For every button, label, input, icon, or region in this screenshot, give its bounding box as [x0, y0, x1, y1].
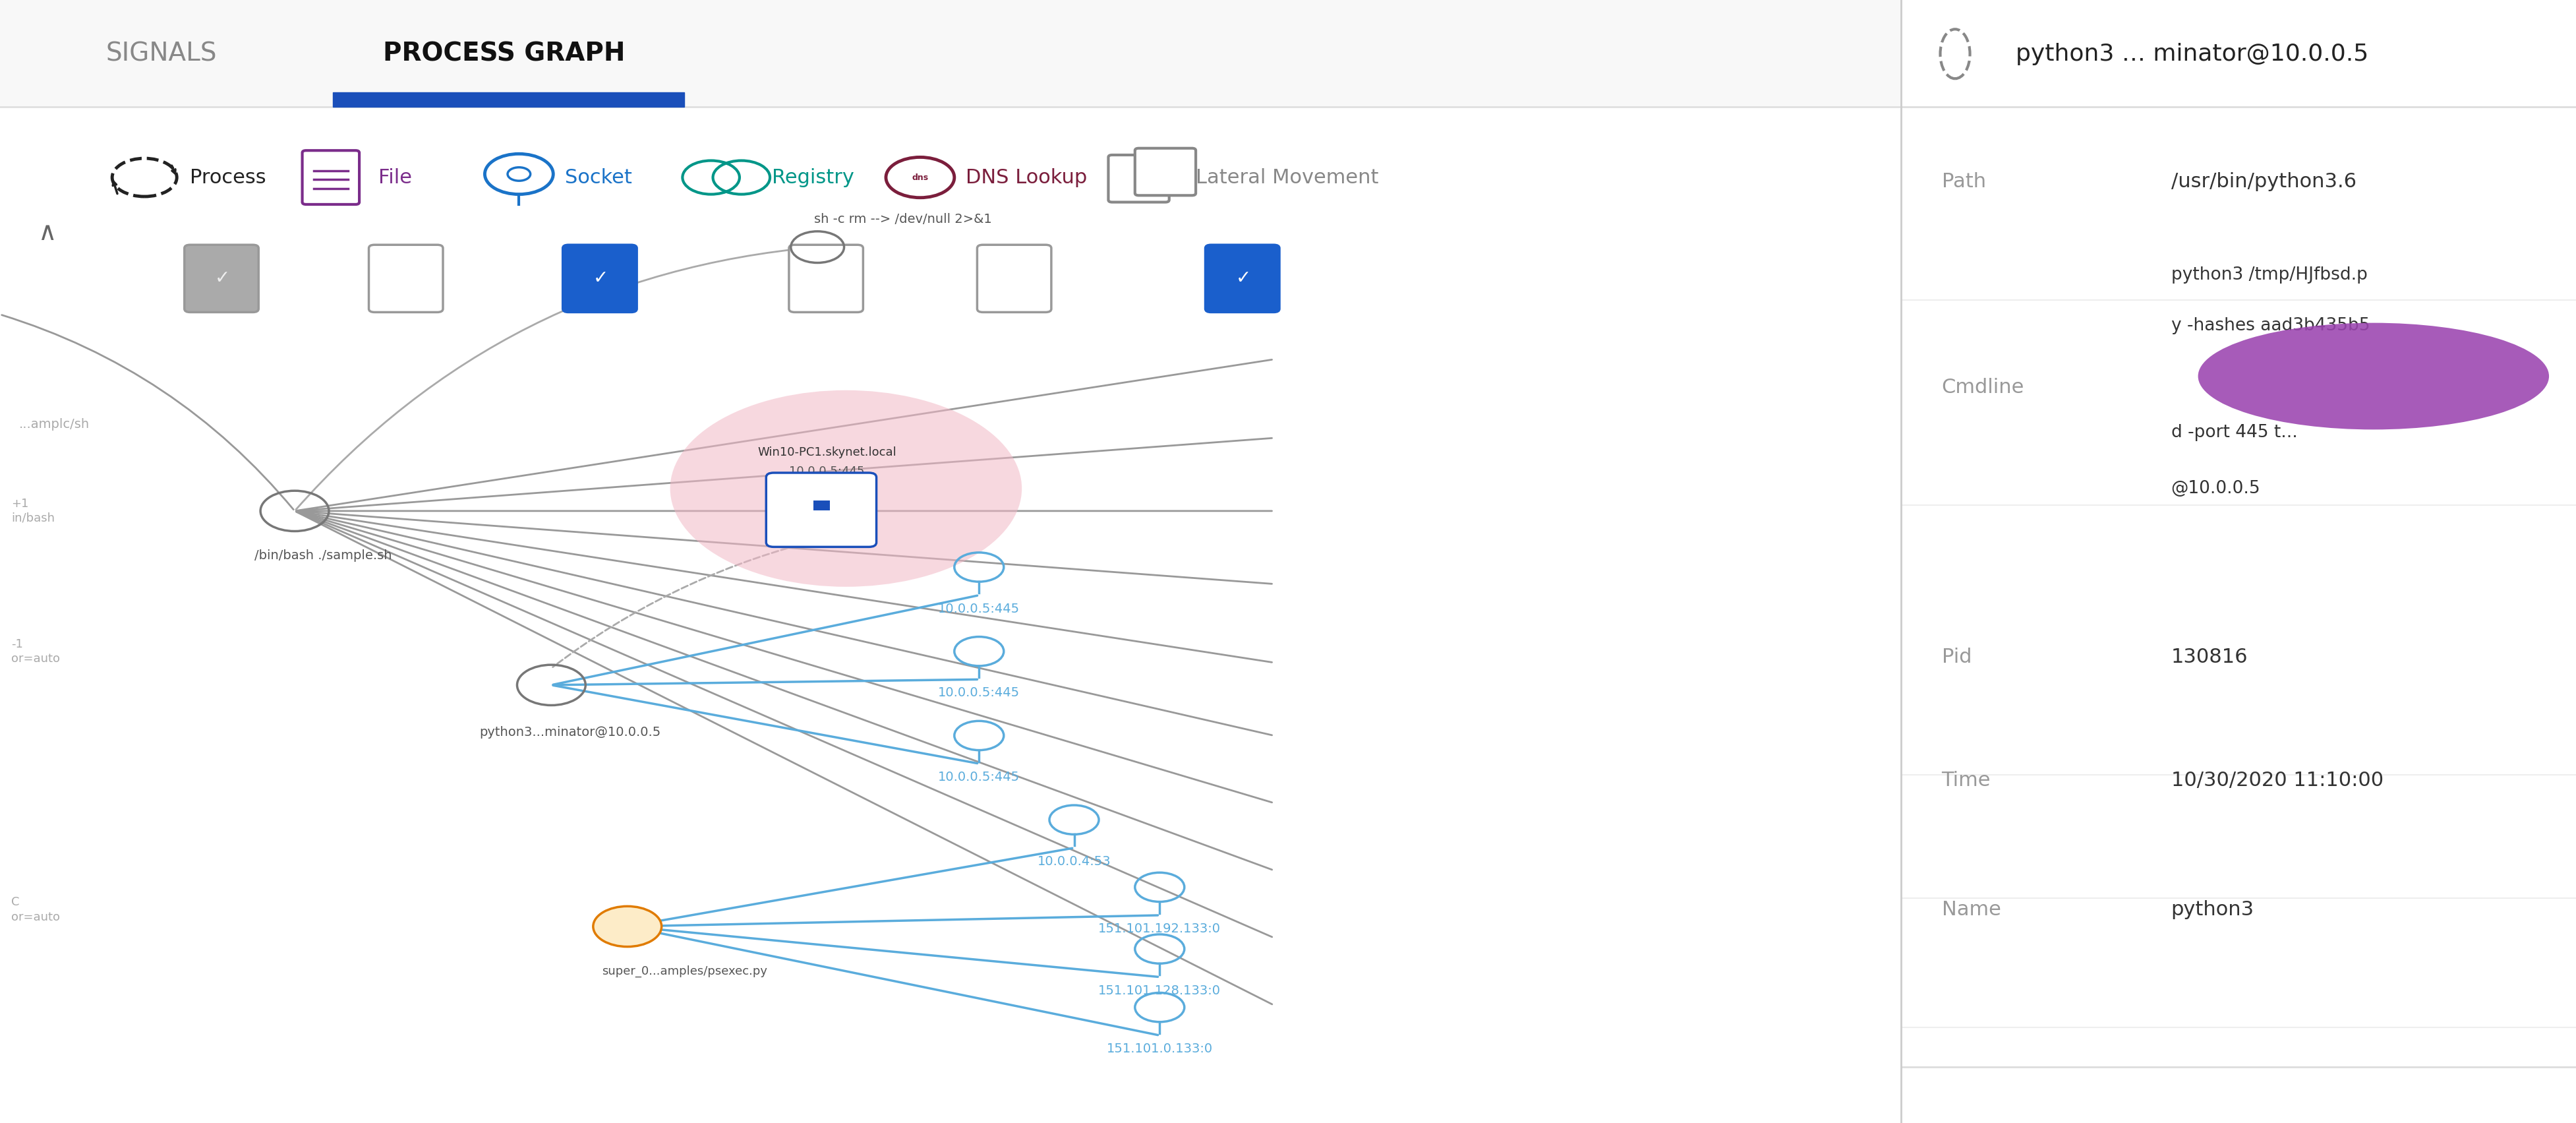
Bar — [0, 0, 1901, 107]
Text: dns: dns — [912, 173, 927, 182]
Text: DNS Lookup: DNS Lookup — [966, 167, 1087, 188]
Ellipse shape — [670, 391, 1023, 586]
Text: ✓: ✓ — [1236, 270, 1252, 287]
Text: ✓: ✓ — [592, 270, 608, 287]
Text: sh -c rm --> /dev/null 2>&1: sh -c rm --> /dev/null 2>&1 — [814, 212, 992, 226]
Text: /bin/bash ./sample.sh: /bin/bash ./sample.sh — [255, 549, 392, 563]
Text: 130816: 130816 — [2172, 647, 2249, 667]
FancyBboxPatch shape — [368, 245, 443, 312]
Text: d -port 445 t...: d -port 445 t... — [2172, 423, 2298, 441]
Text: Pid: Pid — [1942, 647, 1971, 667]
FancyBboxPatch shape — [301, 150, 358, 204]
Bar — [814, 503, 824, 510]
Text: 10.0.0.5:445: 10.0.0.5:445 — [938, 602, 1020, 615]
Text: C
or=auto: C or=auto — [10, 896, 59, 923]
Text: -1
or=auto: -1 or=auto — [10, 638, 59, 665]
Text: ✓: ✓ — [214, 270, 229, 287]
Text: 10.0.0.5:445: 10.0.0.5:445 — [788, 466, 866, 477]
Text: 151.101.0.133:0: 151.101.0.133:0 — [1108, 1042, 1213, 1056]
Bar — [817, 503, 829, 510]
Circle shape — [592, 906, 662, 947]
Ellipse shape — [2197, 323, 2550, 429]
Text: 10.0.0.5:445: 10.0.0.5:445 — [938, 686, 1020, 700]
FancyBboxPatch shape — [1136, 148, 1195, 195]
Text: Win10-PC1.skynet.local: Win10-PC1.skynet.local — [757, 447, 896, 458]
FancyBboxPatch shape — [562, 245, 636, 312]
Bar — [332, 92, 685, 107]
FancyBboxPatch shape — [976, 245, 1051, 312]
Text: y -hashes aad3b435b5: y -hashes aad3b435b5 — [2172, 317, 2370, 335]
Text: ∧: ∧ — [39, 220, 57, 245]
Bar — [817, 500, 829, 508]
Text: Lateral Movement: Lateral Movement — [1195, 167, 1378, 188]
Text: Registry: Registry — [773, 167, 855, 188]
Text: SIGNALS: SIGNALS — [106, 42, 216, 66]
Text: Path: Path — [1942, 172, 1986, 192]
Text: python3: python3 — [2172, 900, 2254, 920]
Text: ...amplc/sh: ...amplc/sh — [18, 418, 90, 431]
Text: Cmdline: Cmdline — [1942, 377, 2025, 398]
Text: 10/30/2020 11:10:00: 10/30/2020 11:10:00 — [2172, 770, 2383, 791]
FancyBboxPatch shape — [788, 245, 863, 312]
Text: Process: Process — [191, 167, 265, 188]
Text: PROCESS GRAPH: PROCESS GRAPH — [384, 42, 626, 66]
Text: python3 /tmp/HJfbsd.p: python3 /tmp/HJfbsd.p — [2172, 266, 2367, 284]
FancyBboxPatch shape — [185, 245, 258, 312]
Text: +1
in/bash: +1 in/bash — [10, 497, 54, 524]
Text: 151.101.192.133:0: 151.101.192.133:0 — [1097, 922, 1221, 935]
Bar — [1901, 0, 2576, 107]
Text: super_0...amples/psexec.py: super_0...amples/psexec.py — [603, 966, 768, 977]
Text: Socket: Socket — [564, 167, 631, 188]
Text: 151.101.128.133:0: 151.101.128.133:0 — [1097, 984, 1221, 997]
Text: 10.0.0.4:53: 10.0.0.4:53 — [1038, 855, 1110, 868]
Text: Time: Time — [1942, 770, 1991, 791]
FancyBboxPatch shape — [765, 473, 876, 547]
FancyBboxPatch shape — [1206, 245, 1280, 312]
Text: File: File — [379, 167, 412, 188]
Text: 10.0.0.5:445: 10.0.0.5:445 — [938, 770, 1020, 784]
Bar — [814, 500, 824, 508]
Text: /usr/bin/python3.6: /usr/bin/python3.6 — [2172, 172, 2357, 192]
Text: python3 … minator@10.0.0.5: python3 … minator@10.0.0.5 — [2017, 43, 2370, 65]
Text: @10.0.0.5: @10.0.0.5 — [2172, 480, 2262, 497]
Text: Name: Name — [1942, 900, 2002, 920]
Text: python3...minator@10.0.0.5: python3...minator@10.0.0.5 — [479, 725, 662, 739]
FancyBboxPatch shape — [1108, 155, 1170, 202]
